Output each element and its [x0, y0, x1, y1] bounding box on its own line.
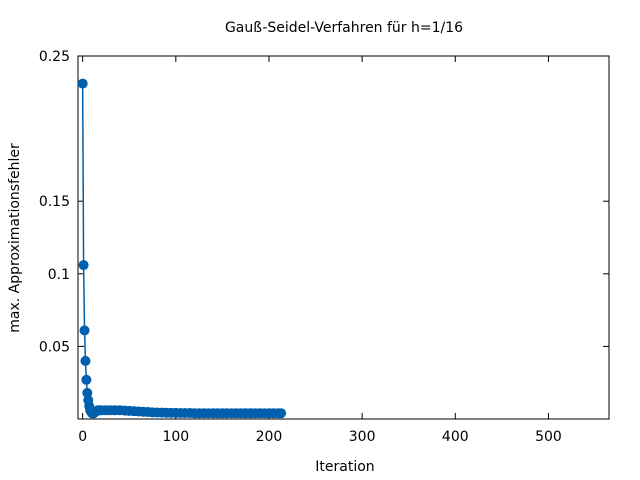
x-tick-label: 200 — [256, 429, 283, 445]
x-tick-label: 300 — [349, 429, 376, 445]
data-point — [79, 325, 90, 336]
x-axis-label: Iteration — [315, 459, 374, 475]
y-tick-label: 0.25 — [39, 49, 70, 65]
data-point — [276, 408, 287, 419]
chart-title: Gauß-Seidel-Verfahren für h=1/16 — [225, 20, 463, 36]
x-tick-label: 400 — [442, 429, 469, 445]
x-tick-label: 100 — [162, 429, 189, 445]
x-axis-ticks: 0 100 200 300 400 500 — [78, 56, 562, 445]
data-point — [77, 78, 88, 89]
y-tick-label: 0.05 — [39, 339, 70, 355]
data-point — [82, 387, 93, 398]
y-tick-label: 0.1 — [48, 267, 70, 283]
data-point — [81, 374, 92, 385]
plot-frame — [77, 55, 610, 420]
x-tick-label: 0 — [78, 429, 87, 445]
series-line — [81, 83, 282, 414]
x-tick-label: 500 — [535, 429, 562, 445]
y-axis-ticks: 0.05 0.1 0.15 0.25 — [39, 49, 609, 355]
y-tick-label: 0.15 — [39, 194, 70, 210]
data-point — [80, 355, 91, 366]
y-axis-label: max. Approximationsfehler — [7, 143, 23, 333]
data-point — [78, 260, 89, 271]
series-layer — [77, 78, 287, 419]
